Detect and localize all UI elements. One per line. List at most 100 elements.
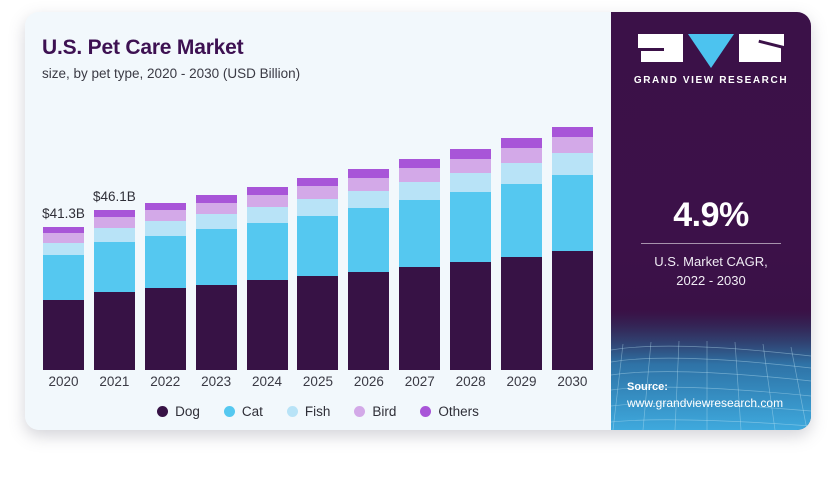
bar-segment-cat[interactable] <box>450 192 492 262</box>
bar-segment-bird[interactable] <box>348 177 390 191</box>
bar-segment-fish[interactable] <box>43 242 84 256</box>
bar-segment-fish[interactable] <box>399 182 441 201</box>
bar-segment-others[interactable] <box>399 158 441 169</box>
bar-segment-others[interactable] <box>93 210 135 218</box>
bar-segment-fish[interactable] <box>246 206 288 223</box>
bar-segment-cat[interactable] <box>551 174 593 252</box>
bar-column[interactable]: $41.3B <box>42 100 85 370</box>
bar-segment-cat[interactable] <box>246 222 288 281</box>
bar-segment-others[interactable] <box>501 137 543 149</box>
bar-segment-others[interactable] <box>348 168 390 178</box>
bar-segment-bird[interactable] <box>501 148 543 164</box>
bar-segment-cat[interactable] <box>144 235 186 289</box>
bar-segment-bird[interactable] <box>93 217 135 228</box>
bar-column[interactable] <box>348 100 390 370</box>
bar-segment-dog[interactable] <box>348 271 390 370</box>
cagr-description-line2: 2022 - 2030 <box>676 272 746 288</box>
bar-column[interactable] <box>399 100 441 370</box>
bar-segment-cat[interactable] <box>348 208 390 272</box>
legend-item-others[interactable]: Others <box>420 404 479 419</box>
bar-segment-bird[interactable] <box>144 210 186 222</box>
bar-segment-cat[interactable] <box>93 241 135 292</box>
legend-swatch-icon <box>223 406 235 417</box>
bar-segment-bird[interactable] <box>551 137 593 154</box>
legend-swatch-icon <box>420 406 432 417</box>
bar-segment-fish[interactable] <box>348 190 390 209</box>
bar-segment-bird[interactable] <box>195 202 237 215</box>
legend-item-dog[interactable]: Dog <box>157 404 200 419</box>
bar-segment-dog[interactable] <box>297 276 339 370</box>
bar-segment-fish[interactable] <box>551 153 593 175</box>
bar-segment-others[interactable] <box>450 148 492 159</box>
logo-text: GRAND VIEW RESEARCH <box>633 75 789 86</box>
bar-segment-fish[interactable] <box>297 199 339 216</box>
bar-segment-bird[interactable] <box>246 194 288 207</box>
x-axis: 2020 2021 2022 2023 2024 2025 2026 2027 2028 2029… <box>43 374 593 389</box>
bar-segment-dog[interactable] <box>450 262 492 370</box>
bar-segment-others[interactable] <box>144 202 186 211</box>
source-url[interactable]: www.grandviewresearch.com <box>627 396 784 411</box>
page-title: U.S. Pet Care Market <box>42 36 244 59</box>
bar-segment-others[interactable] <box>297 177 339 187</box>
bar-segment-dog[interactable] <box>195 284 237 370</box>
bar-column[interactable]: $46.1B <box>93 100 136 370</box>
bar-segment-dog[interactable] <box>93 291 135 370</box>
bar-column[interactable] <box>144 100 186 370</box>
bar-column[interactable] <box>501 100 543 370</box>
chart-subtitle: size, by pet type, 2020 - 2030 (USD Bill… <box>42 66 301 82</box>
bar-segment-dog[interactable] <box>501 256 543 370</box>
bar-group: $41.3B $46.1B <box>42 100 593 370</box>
legend-label: Fish <box>304 404 331 419</box>
bar-stack <box>144 202 186 370</box>
legend-item-fish[interactable]: Fish <box>286 404 331 419</box>
bar-segment-cat[interactable] <box>297 215 339 277</box>
x-axis-tick: 2024 <box>252 374 283 389</box>
bar-segment-bird[interactable] <box>297 186 339 200</box>
bar-segment-fish[interactable] <box>501 163 543 184</box>
brand-panel: GRAND VIEW RESEARCH 4.9% U.S. Market CAG… <box>611 12 811 430</box>
legend-item-bird[interactable]: Bird <box>354 404 396 419</box>
bar-segment-others[interactable] <box>551 126 593 138</box>
bar-segment-dog[interactable] <box>246 280 288 370</box>
bar-segment-others[interactable] <box>195 195 237 203</box>
x-axis-tick: 2030 <box>557 374 588 389</box>
bar-segment-fish[interactable] <box>93 227 135 242</box>
bar-segment-bird[interactable] <box>43 233 84 243</box>
bar-stack <box>43 227 84 370</box>
bar-segment-cat[interactable] <box>399 200 441 267</box>
bar-value-label: $41.3B <box>42 206 85 222</box>
x-axis-tick: 2025 <box>302 374 333 389</box>
bar-column[interactable] <box>450 100 492 370</box>
x-axis-tick: 2022 <box>150 374 181 389</box>
bar-segment-dog[interactable] <box>43 300 84 370</box>
legend-label: Cat <box>241 404 263 419</box>
cagr-description-line1: U.S. Market CAGR, <box>654 254 768 269</box>
bar-column[interactable] <box>297 100 339 370</box>
bar-segment-cat[interactable] <box>501 183 543 257</box>
bar-segment-dog[interactable] <box>144 288 186 370</box>
legend-swatch-icon <box>286 406 298 417</box>
bar-column[interactable] <box>551 100 593 370</box>
bar-segment-others[interactable] <box>246 186 288 195</box>
source-block: Source: www.grandviewresearch.com <box>627 379 807 412</box>
bar-segment-others[interactable] <box>43 227 84 234</box>
bar-segment-fish[interactable] <box>450 173 492 193</box>
bar-segment-dog[interactable] <box>399 266 441 370</box>
legend-item-cat[interactable]: Cat <box>223 404 263 419</box>
x-axis-tick: 2028 <box>455 374 486 389</box>
bar-segment-bird[interactable] <box>450 158 492 174</box>
logo-left-block-icon <box>638 34 683 62</box>
bar-stack <box>195 195 237 370</box>
bar-segment-dog[interactable] <box>551 251 593 370</box>
chart-pane: U.S. Pet Care Market size, by pet type, … <box>25 12 611 430</box>
bar-column[interactable] <box>246 100 288 370</box>
bar-segment-fish[interactable] <box>195 214 237 230</box>
bar-segment-bird[interactable] <box>399 168 441 183</box>
bar-column[interactable] <box>195 100 237 370</box>
x-axis-tick: 2021 <box>99 374 130 389</box>
source-label: Source: <box>627 380 668 393</box>
bar-segment-cat[interactable] <box>195 229 237 285</box>
bar-segment-fish[interactable] <box>144 221 186 236</box>
bar-segment-cat[interactable] <box>43 255 84 301</box>
